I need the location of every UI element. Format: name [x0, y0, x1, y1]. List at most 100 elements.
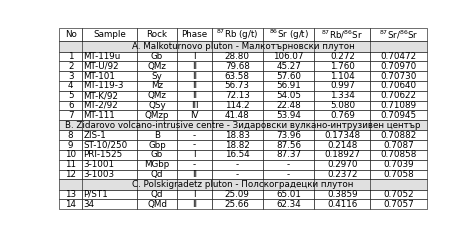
Bar — [59, 190, 82, 199]
Bar — [82, 62, 137, 71]
Text: Sy: Sy — [152, 72, 163, 81]
Text: ST-10/250: ST-10/250 — [83, 141, 128, 150]
Text: 6: 6 — [68, 101, 73, 110]
Bar — [137, 160, 177, 169]
Bar — [137, 199, 177, 209]
Text: 0.70472: 0.70472 — [381, 52, 417, 61]
Bar — [137, 169, 177, 179]
Text: 87.56: 87.56 — [276, 141, 301, 150]
Text: MGbp: MGbp — [145, 160, 170, 169]
Text: Gbp: Gbp — [148, 141, 166, 150]
Bar — [137, 150, 177, 160]
Text: 0.18927: 0.18927 — [324, 150, 360, 159]
Text: 79.68: 79.68 — [225, 62, 250, 71]
Bar — [263, 91, 314, 101]
Bar — [371, 169, 427, 179]
Text: 73.96: 73.96 — [276, 131, 301, 140]
Text: 2: 2 — [68, 62, 73, 71]
Text: 10: 10 — [65, 150, 76, 159]
Bar — [263, 110, 314, 120]
Bar — [82, 52, 137, 62]
Bar — [177, 110, 211, 120]
Bar — [314, 199, 371, 209]
Bar — [263, 28, 314, 41]
Text: Qd: Qd — [151, 170, 163, 179]
Text: PRI-1525: PRI-1525 — [83, 150, 123, 159]
Bar — [263, 140, 314, 150]
Bar — [59, 71, 82, 81]
Text: -: - — [193, 141, 196, 150]
Bar — [177, 101, 211, 110]
Text: $^{86}$Sr (g/t): $^{86}$Sr (g/t) — [269, 27, 309, 42]
Bar — [263, 199, 314, 209]
Bar — [314, 71, 371, 81]
Bar — [177, 160, 211, 169]
Bar — [177, 199, 211, 209]
Text: 0.2372: 0.2372 — [327, 170, 357, 179]
Text: 25.66: 25.66 — [225, 200, 250, 209]
Bar — [59, 169, 82, 179]
Bar — [211, 101, 263, 110]
Text: 22.48: 22.48 — [276, 101, 301, 110]
Bar — [137, 140, 177, 150]
Text: I: I — [193, 190, 196, 199]
Bar — [211, 52, 263, 62]
Text: 16.54: 16.54 — [225, 150, 250, 159]
Bar — [371, 150, 427, 160]
Bar — [177, 52, 211, 62]
Bar — [82, 150, 137, 160]
Bar — [177, 62, 211, 71]
Bar — [82, 169, 137, 179]
Bar — [177, 130, 211, 140]
Text: 1.334: 1.334 — [330, 91, 355, 100]
Bar — [59, 140, 82, 150]
Bar — [371, 28, 427, 41]
Text: 72.13: 72.13 — [225, 91, 250, 100]
Bar — [137, 190, 177, 199]
Bar — [177, 190, 211, 199]
Text: 0.70730: 0.70730 — [380, 72, 417, 81]
Bar — [82, 199, 137, 209]
Text: QMzp: QMzp — [145, 111, 169, 120]
Text: Sample: Sample — [93, 30, 126, 39]
Bar — [59, 41, 427, 52]
Text: III: III — [191, 101, 198, 110]
Bar — [137, 130, 177, 140]
Bar — [137, 28, 177, 41]
Bar — [263, 160, 314, 169]
Text: 28.80: 28.80 — [225, 52, 250, 61]
Bar — [59, 110, 82, 120]
Bar — [314, 140, 371, 150]
Text: 0.3859: 0.3859 — [327, 190, 358, 199]
Bar — [137, 52, 177, 62]
Bar — [371, 140, 427, 150]
Bar — [82, 190, 137, 199]
Bar — [314, 190, 371, 199]
Text: I: I — [193, 150, 196, 159]
Text: 34: 34 — [83, 200, 95, 209]
Text: 65.01: 65.01 — [276, 190, 301, 199]
Bar — [211, 71, 263, 81]
Text: 0.7087: 0.7087 — [383, 141, 414, 150]
Text: II: II — [192, 200, 197, 209]
Bar — [371, 160, 427, 169]
Bar — [211, 130, 263, 140]
Bar — [82, 140, 137, 150]
Bar — [211, 190, 263, 199]
Bar — [211, 110, 263, 120]
Text: 9: 9 — [68, 141, 73, 150]
Text: 0.17348: 0.17348 — [324, 131, 360, 140]
Bar — [263, 150, 314, 160]
Bar — [59, 101, 82, 110]
Text: 53.94: 53.94 — [276, 111, 301, 120]
Text: IV: IV — [190, 111, 199, 120]
Text: QMz: QMz — [147, 91, 166, 100]
Text: 87.37: 87.37 — [276, 150, 301, 159]
Text: No: No — [65, 30, 77, 39]
Text: Gb: Gb — [151, 150, 163, 159]
Text: MT-119u: MT-119u — [83, 52, 121, 61]
Bar — [211, 169, 263, 179]
Text: ZIS-1: ZIS-1 — [83, 131, 106, 140]
Text: 0.7039: 0.7039 — [383, 160, 414, 169]
Text: 62.34: 62.34 — [276, 200, 301, 209]
